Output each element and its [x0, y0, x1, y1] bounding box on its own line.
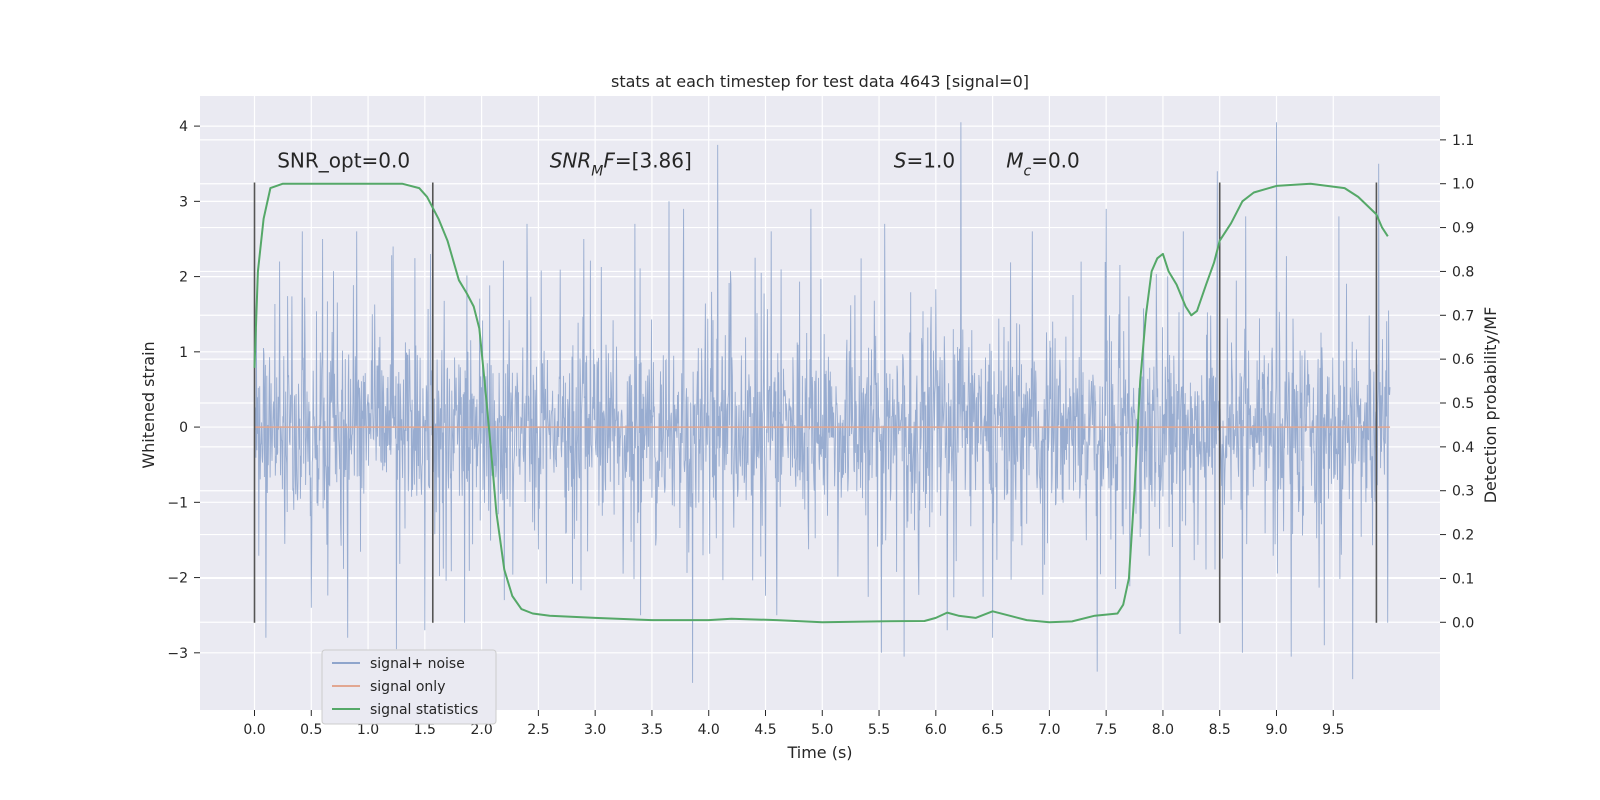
- annotation-part: S: [894, 148, 907, 172]
- annotation: Mc=0.0: [1006, 148, 1080, 179]
- x-tick-label: 3.5: [641, 722, 663, 738]
- x-tick-label: 0.5: [300, 722, 322, 738]
- x-tick-label: 7.0: [1038, 722, 1060, 738]
- y2-tick-label: 0.6: [1452, 352, 1474, 368]
- annotation: SNRMF=[3.86]: [550, 148, 692, 179]
- y-tick-label: 0: [179, 420, 188, 436]
- annotation-part: =1.0: [907, 148, 956, 172]
- y2-tick-label: 0.3: [1452, 484, 1474, 500]
- y2-tick-label: 0.2: [1452, 528, 1474, 544]
- y-axis-title: Whitened strain: [139, 341, 158, 468]
- y2-tick-label: 0.8: [1452, 264, 1474, 280]
- y2-tick-label: 0.5: [1452, 396, 1474, 412]
- y-tick-label: 2: [179, 270, 188, 286]
- x-tick-label: 5.0: [811, 722, 833, 738]
- legend: signal+ noise signal only signal statist…: [321, 649, 497, 725]
- x-tick-label: 0.0: [243, 722, 265, 738]
- x-tick-label: 6.0: [925, 722, 947, 738]
- y-tick-label: 3: [179, 194, 188, 210]
- left-axis: −3 −2 −1 0 1 2 3 4: [167, 119, 200, 662]
- annotation-part: =0.0: [1031, 148, 1080, 172]
- y-tick-label: −2: [167, 571, 188, 587]
- annotation-part: SNR_opt=0.0: [277, 148, 410, 172]
- x-axis-title: Time (s): [786, 743, 852, 762]
- x-tick-label: 3.0: [584, 722, 606, 738]
- x-tick-label: 2.0: [470, 722, 492, 738]
- y-tick-label: −3: [167, 646, 188, 662]
- y2-tick-label: 0.0: [1452, 615, 1474, 631]
- annotation: S=1.0: [894, 148, 955, 172]
- y2-tick-label: 1.1: [1452, 133, 1474, 149]
- x-tick-label: 9.0: [1265, 722, 1287, 738]
- bottom-axis: 0.0 0.5 1.0 1.5 2.0 2.5 3.0 3.5 4.0 4.5 5.0 5.5 6.0 6…: [243, 710, 1344, 738]
- series-line-signal-statistics: [253, 182, 1389, 624]
- x-tick-label: 8.5: [1209, 722, 1231, 738]
- x-tick-label: 2.5: [527, 722, 549, 738]
- annotation-part: c: [1023, 163, 1031, 179]
- plot-series: [253, 122, 1391, 683]
- y2-tick-label: 0.1: [1452, 571, 1474, 587]
- y2-tick-label: 1.0: [1452, 177, 1474, 193]
- annotations: SNR_opt=0.0 SNRMF=[3.86] S=1.0 Mc=0.0: [277, 148, 1080, 179]
- x-tick-label: 1.0: [357, 722, 379, 738]
- y2-tick-label: 0.9: [1452, 221, 1474, 237]
- chart-title: stats at each timestep for test data 464…: [611, 72, 1029, 91]
- x-tick-label: 4.0: [698, 722, 720, 738]
- y2-axis-title: Detection probability/MF: [1481, 307, 1500, 504]
- x-tick-label: 9.5: [1322, 722, 1344, 738]
- legend-label-signal: signal only: [370, 679, 445, 695]
- legend-label-stats: signal statistics: [370, 702, 478, 718]
- y-tick-label: 1: [179, 345, 188, 361]
- annotation-part: =[3.86]: [615, 148, 692, 172]
- y2-tick-label: 0.7: [1452, 308, 1474, 324]
- legend-box: [321, 649, 497, 725]
- x-tick-label: 4.5: [754, 722, 776, 738]
- series-line-signal-noise: [254, 122, 1391, 683]
- y-tick-label: 4: [179, 119, 188, 135]
- annotation-part: F: [603, 148, 615, 172]
- x-tick-label: 5.5: [868, 722, 890, 738]
- annotation-part: M: [1006, 148, 1023, 172]
- legend-label-noise: signal+ noise: [370, 656, 465, 672]
- right-axis: 0.0 0.1 0.2 0.3 0.4 0.5 0.6 0.7 0.8 0.9 1.0 1.1: [1440, 133, 1474, 631]
- y-tick-label: −1: [167, 495, 188, 511]
- y2-tick-label: 0.4: [1452, 440, 1474, 456]
- annotation-part: M: [591, 163, 603, 179]
- x-tick-label: 1.5: [414, 722, 436, 738]
- x-tick-label: 7.5: [1095, 722, 1117, 738]
- grid-lines: [200, 96, 1440, 710]
- x-tick-label: 6.5: [981, 722, 1003, 738]
- annotation-part: SNR: [550, 148, 592, 172]
- x-tick-label: 8.0: [1152, 722, 1174, 738]
- annotation: SNR_opt=0.0: [277, 148, 410, 172]
